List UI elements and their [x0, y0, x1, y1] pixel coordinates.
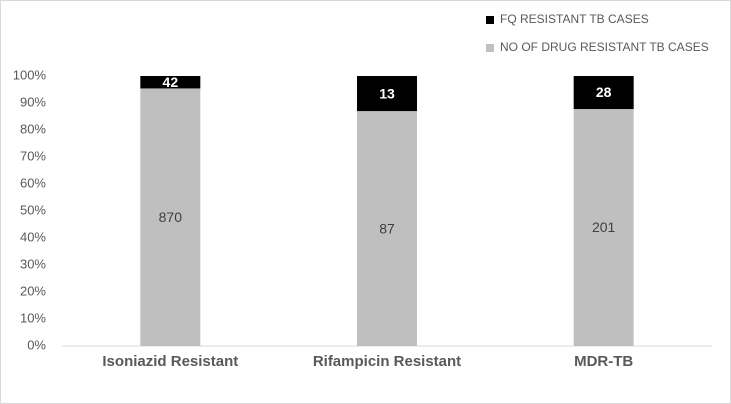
data-label: 13 [379, 85, 395, 101]
x-tick-label: MDR-TB [574, 353, 633, 370]
bar-segment [357, 76, 417, 112]
y-tick-label: 10% [20, 310, 46, 325]
bar-segment [357, 111, 417, 346]
bar-segment [573, 109, 634, 347]
y-tick-label: 90% [20, 94, 46, 109]
legend-label: NO OF DRUG RESISTANT TB CASES [500, 40, 709, 54]
legend-label: FQ RESISTANT TB CASES [500, 12, 649, 26]
data-label: 201 [592, 219, 616, 235]
y-tick-label: 70% [20, 148, 46, 163]
bar-segment [573, 76, 634, 110]
bar-segment [140, 76, 201, 89]
data-label: 28 [596, 84, 612, 100]
y-tick-label: 100% [13, 67, 47, 82]
y-tick-label: 40% [20, 229, 46, 244]
data-label: 87 [379, 220, 395, 236]
data-label: 870 [159, 209, 183, 225]
y-tick-label: 30% [20, 256, 46, 271]
bar-segment [140, 88, 201, 347]
y-tick-label: 80% [20, 121, 46, 136]
x-tick-label: Isoniazid Resistant [102, 353, 238, 370]
y-tick-label: 60% [20, 175, 46, 190]
x-tick-label: Rifampicin Resistant [313, 353, 461, 370]
y-tick-label: 0% [27, 337, 46, 352]
legend-swatch [486, 44, 494, 52]
data-label: 42 [163, 74, 179, 90]
legend-swatch [486, 16, 494, 24]
y-tick-label: 20% [20, 283, 46, 298]
y-tick-label: 50% [20, 202, 46, 217]
